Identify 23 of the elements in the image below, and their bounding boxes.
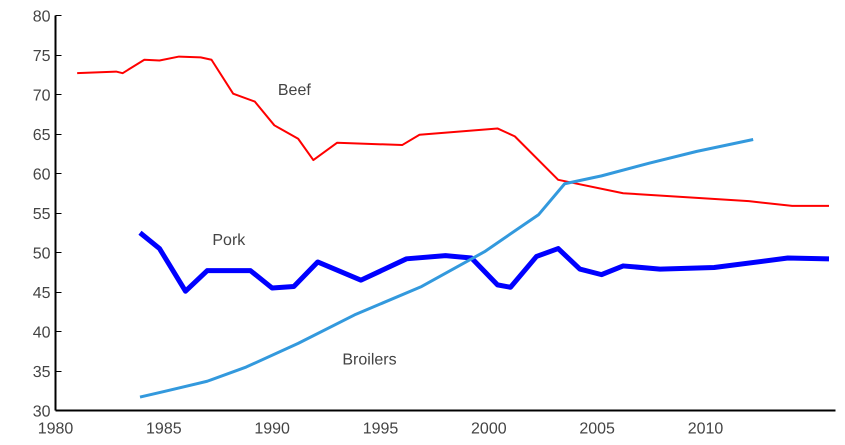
y-tick-label: 65 [32, 127, 51, 144]
x-tick-label: 1995 [362, 420, 398, 438]
x-tick-label: 2010 [688, 420, 724, 438]
y-tick-label: 35 [32, 364, 51, 381]
y-tick-label: 40 [32, 324, 51, 342]
y-tick-label: 80 [32, 8, 51, 26]
y-tick-label: 50 [32, 246, 51, 262]
y-tick-label: 70 [32, 88, 51, 104]
x-tick-label: 1980 [38, 420, 74, 438]
series-label: Beef [278, 82, 312, 99]
y-tick-label: 60 [32, 166, 51, 184]
x-tick-label: 2000 [471, 420, 507, 438]
x-tick-label: 1985 [146, 420, 182, 438]
y-tick-label: 30 [32, 404, 51, 420]
line-series [76, 56, 830, 207]
series-label: Pork [212, 232, 246, 250]
y-tick-label: 75 [32, 48, 51, 65]
line-series [138, 138, 755, 399]
x-tick-label: 1990 [254, 420, 290, 438]
y-tick-label: 55 [32, 206, 51, 223]
x-tick-label: 2005 [579, 420, 616, 438]
series-label: Broilers [342, 351, 397, 368]
y-tick-label: 45 [32, 285, 51, 302]
